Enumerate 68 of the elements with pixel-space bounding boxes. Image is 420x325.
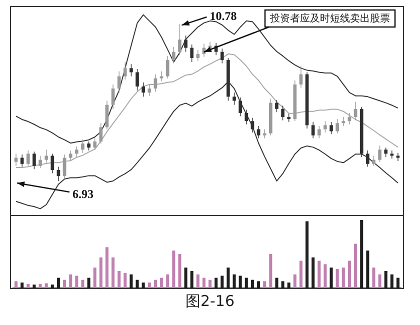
bar — [178, 254, 182, 288]
bar — [160, 278, 164, 288]
bar — [148, 282, 151, 288]
bar — [390, 274, 394, 288]
bar — [172, 250, 176, 288]
bar — [330, 268, 333, 288]
bar — [220, 276, 224, 288]
bar — [130, 274, 133, 288]
bar — [293, 274, 296, 288]
bar — [238, 276, 242, 288]
bar — [299, 260, 302, 288]
bar — [287, 282, 290, 288]
annotation: 6.93 — [72, 187, 94, 202]
bar — [75, 276, 78, 288]
bar — [124, 273, 127, 288]
bar — [93, 268, 96, 288]
bar — [50, 284, 54, 288]
bar — [166, 274, 170, 288]
bar — [354, 244, 358, 288]
bar — [112, 257, 115, 288]
bar — [348, 260, 351, 288]
bar — [184, 268, 188, 288]
bar — [263, 281, 266, 288]
bar — [226, 268, 230, 288]
bar — [208, 280, 212, 288]
bar — [342, 268, 345, 288]
bar — [99, 257, 102, 288]
bar — [202, 278, 206, 288]
bar — [14, 281, 18, 288]
bar — [190, 270, 194, 288]
bar — [118, 270, 121, 288]
bar — [366, 250, 370, 288]
bar — [244, 278, 248, 288]
bar — [384, 270, 388, 288]
bar — [44, 283, 48, 288]
bar — [69, 274, 72, 288]
bar — [372, 268, 376, 288]
bar — [214, 278, 218, 288]
bar — [136, 280, 139, 288]
bar — [269, 254, 272, 288]
bar — [81, 280, 84, 288]
bar — [196, 274, 200, 288]
bar — [32, 284, 36, 288]
bar — [257, 281, 260, 288]
bar — [56, 278, 60, 288]
bar — [87, 278, 90, 288]
bar — [26, 284, 30, 288]
bar — [105, 247, 108, 288]
annotation: 10.78 — [210, 9, 237, 24]
bar — [20, 282, 24, 288]
bar — [232, 274, 236, 288]
bar — [63, 280, 66, 288]
bar — [318, 260, 321, 288]
annotation: 投资者应及时短线卖出股票 — [269, 12, 390, 25]
caption: 图2-16 — [184, 292, 236, 311]
bar — [324, 264, 327, 288]
bar — [275, 278, 278, 288]
bar — [38, 284, 42, 288]
bar — [142, 282, 145, 288]
bar — [336, 268, 339, 288]
bar — [360, 220, 364, 288]
bar — [306, 221, 309, 288]
bar — [312, 257, 315, 288]
bar — [154, 280, 157, 288]
bar — [250, 280, 254, 288]
bar — [378, 274, 382, 288]
bar — [396, 278, 400, 288]
bar — [281, 281, 284, 288]
